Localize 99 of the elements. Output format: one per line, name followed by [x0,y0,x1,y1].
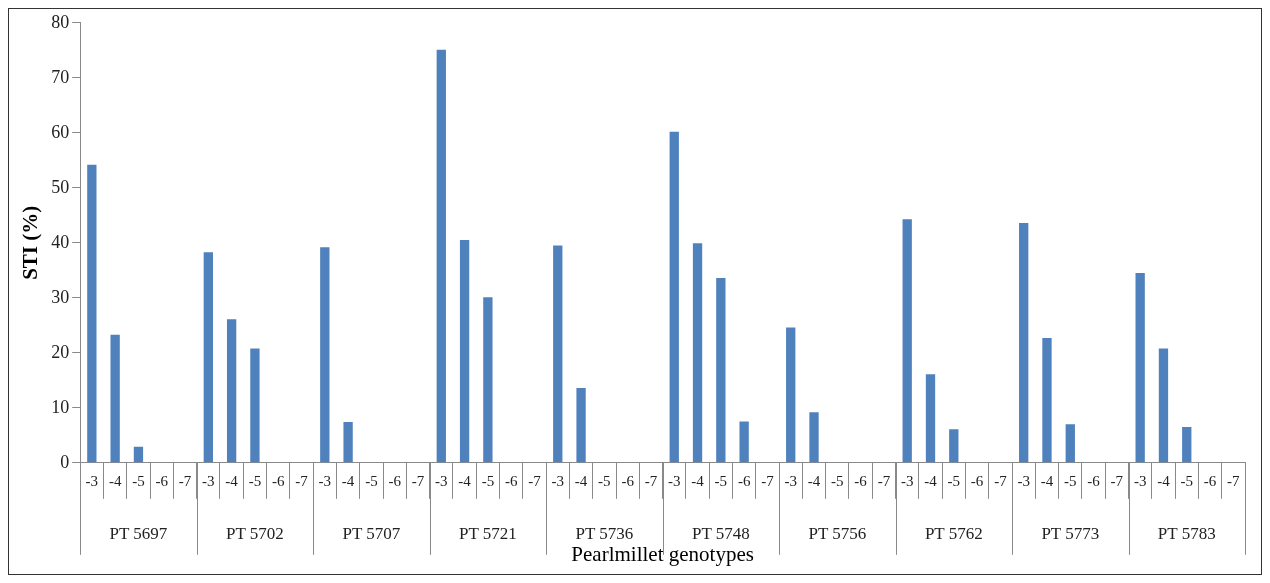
x-tick-label: -7 [1227,472,1241,489]
bar [203,252,213,463]
x-tick-label: -5 [365,472,378,489]
bar [1158,348,1169,463]
bar [692,243,703,463]
bar [1042,337,1052,463]
bar [459,240,470,463]
x-tick-label: -4 [1040,472,1054,489]
x-tick-label: -4 [807,472,821,489]
x-tick-label: -4 [924,472,938,489]
x-tick-label: -6 [1203,472,1217,489]
bar [716,278,726,463]
x-tick-label: -4 [691,472,705,489]
x-tick-label: -6 [737,472,751,489]
x-tick-label: -3 [202,472,215,489]
x-tick-label: -7 [1110,472,1124,489]
x-tick-label: -4 [458,472,472,489]
x-tick-label: -7 [994,472,1008,489]
x-tick-label: -6 [1087,472,1101,489]
x-tick-label: -4 [341,472,355,489]
x-tick-label: -5 [481,472,495,489]
x-tick-label: -5 [831,472,844,489]
bar [553,245,563,463]
text: PT 5783 [1157,524,1216,544]
bar [1019,223,1029,463]
text: PT 5702 [226,524,284,544]
x-tick-label: -7 [644,472,658,489]
bar [669,131,679,463]
x-tick-label: -3 [318,472,332,489]
bar [809,412,819,463]
y-tick-label: 60 [51,121,70,142]
x-tick-label: -5 [1180,472,1194,489]
bar [87,164,97,463]
x-tick-label: -7 [411,472,425,489]
text: PT 5773 [1041,524,1100,544]
x-tick-label: -3 [1133,472,1147,489]
x-tick-label: -5 [248,472,262,489]
x-tick-label: -3 [900,472,914,489]
bar [786,327,796,463]
y-tick-label: 40 [51,231,70,252]
bar [483,297,493,463]
x-tick-label: -4 [108,472,122,489]
text: PT 5748 [691,524,750,544]
y-tick-label: 20 [51,341,70,362]
text: PT 5736 [575,524,634,544]
x-tick-label: -3 [784,472,797,489]
x-tick-label: -7 [295,472,309,489]
x-tick-label: -5 [714,472,728,489]
x-tick-label: -4 [1157,472,1171,489]
x-tick-label: -6 [970,472,984,489]
x-tick-label: -3 [668,472,681,489]
bar [925,374,936,463]
y-tick-label: 30 [51,286,70,307]
x-tick-label: -5 [1064,472,1077,489]
bar [576,388,586,463]
x-tick-label: -7 [761,472,775,489]
text: PT 5756 [808,524,867,544]
x-tick-label: -6 [155,472,169,489]
bar [1135,273,1145,463]
x-tick-label: -6 [854,472,868,489]
text: PT 5707 [342,524,401,544]
bar [949,429,959,463]
y-tick-label: 70 [51,66,70,87]
x-tick-label: -6 [271,472,285,489]
x-tick-label: -6 [504,472,518,489]
y-tick-label: 0 [60,451,70,472]
text: PT 5762 [924,524,983,544]
bar [436,49,446,463]
y-axis-title: STI (%) [18,205,43,280]
x-tick-label: -3 [85,472,99,489]
x-tick-label: -7 [528,472,542,489]
bar [902,219,912,463]
bar [1182,427,1192,463]
text: PT 5697 [109,524,168,544]
y-tick-label: 80 [51,11,70,32]
bar [133,446,144,463]
bar [110,334,120,463]
x-tick-label: -5 [947,472,961,489]
x-tick-label: -5 [132,472,145,489]
y-tick-label: 50 [51,176,70,197]
text: PT 5721 [458,524,517,544]
x-tick-label: -4 [225,472,239,489]
x-tick-label: -4 [574,472,588,489]
x-tick-label: -7 [178,472,192,489]
x-tick-label: -3 [551,472,565,489]
x-tick-label: -6 [388,472,402,489]
x-tick-label: -3 [1017,472,1030,489]
bar [343,422,353,463]
x-tick-label: -5 [598,472,611,489]
bar [250,348,260,463]
bar [226,319,237,463]
x-tick-label: -7 [877,472,891,489]
x-tick-label: -6 [621,472,635,489]
y-tick-label: 10 [51,396,70,417]
bar [739,421,749,463]
x-tick-label: -3 [435,472,448,489]
bar [1065,424,1075,463]
bar [320,247,330,463]
x-axis-title: Pearlmillet genotypes [571,541,754,566]
